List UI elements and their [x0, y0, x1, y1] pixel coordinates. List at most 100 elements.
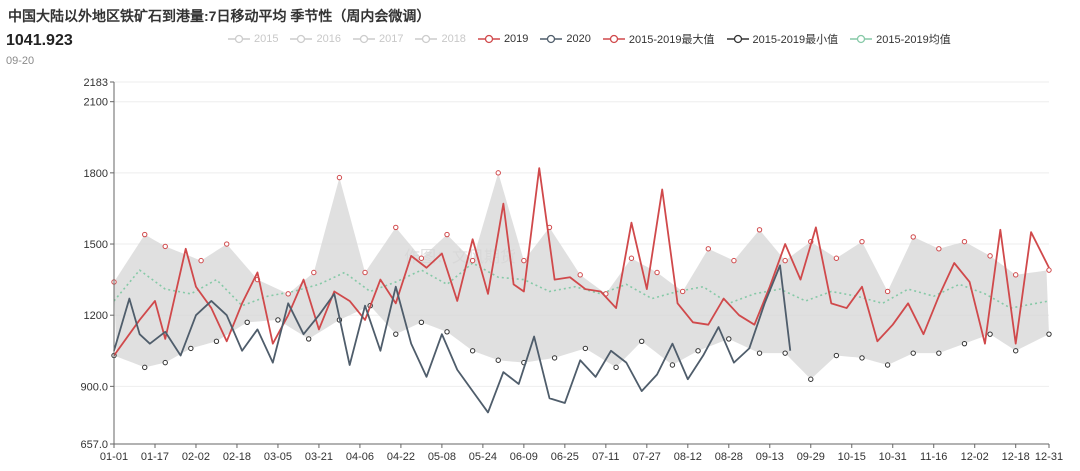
legend-swatch-icon [415, 34, 438, 44]
max-point [910, 234, 916, 240]
legend-label: 2017 [378, 33, 404, 45]
x-tick-label: 08-28 [715, 451, 743, 463]
x-tick-label: 09-29 [797, 451, 825, 463]
max-point [987, 253, 993, 259]
x-tick-label: 08-12 [674, 451, 702, 463]
chart-title: 中国大陆以外地区铁矿石到港量:7日移动平均 季节性（周内会微调） [8, 8, 431, 24]
axes: 657.0 900.0 1200 1500 1800 2100 2183 01-01 01-17… [80, 77, 1063, 463]
min-point [305, 336, 312, 342]
legend-item[interactable]: 2017 [352, 31, 404, 47]
y-tick-label: 1200 [84, 310, 108, 322]
y-tick-label: 1500 [84, 239, 108, 251]
min-point [613, 364, 619, 371]
y-tick-label: 657.0 [80, 439, 108, 451]
max-point [1046, 267, 1052, 273]
min-point [884, 362, 891, 368]
x-tick-label: 10-31 [879, 451, 907, 463]
max-point [884, 288, 891, 295]
x-tick-label: 06-09 [510, 451, 538, 463]
max-point [679, 288, 686, 295]
min-point [551, 355, 558, 361]
legend-item[interactable]: 2018 [415, 31, 466, 47]
legend-label: 2020 [566, 33, 591, 45]
x-tick-label: 12-31 [1035, 451, 1063, 463]
x-tick-label: 03-21 [305, 451, 333, 463]
min-point [469, 348, 476, 354]
max-point [495, 170, 501, 176]
avg-line [113, 262, 1050, 309]
min-point [393, 331, 399, 337]
x-tick-label: 03-05 [264, 451, 292, 463]
legend-label: 2016 [316, 33, 341, 45]
x-tick-label: 09-13 [756, 451, 784, 463]
min-point [582, 345, 589, 352]
max-point [393, 224, 399, 231]
max-point [224, 241, 230, 247]
max-point [311, 269, 317, 276]
legend-item[interactable]: 2019 [477, 31, 529, 47]
x-tick-label: 05-24 [469, 451, 497, 463]
min-point [669, 362, 676, 368]
y-tick-label: 1800 [84, 168, 108, 180]
legend-swatch-icon [540, 34, 563, 44]
max-point [628, 255, 635, 261]
min-point [936, 350, 942, 356]
min-point [244, 319, 250, 326]
x-tick-label: 07-27 [633, 451, 661, 463]
max-point [936, 246, 942, 252]
legend-swatch-icon [352, 34, 375, 44]
min-point [444, 329, 450, 335]
x-tick-label: 01-17 [141, 451, 169, 463]
x-tick-label: 02-02 [182, 451, 210, 463]
min-point [418, 319, 425, 326]
legend-swatch-icon [850, 34, 873, 44]
min-point [859, 355, 865, 361]
x-tick-label: 04-06 [346, 451, 374, 463]
legend-swatch-icon [726, 34, 749, 44]
legend-label: 2015-2019最大值 [628, 34, 715, 46]
x-tick-label: 01-01 [100, 451, 128, 463]
x-tick-label: 10-15 [838, 451, 866, 463]
range-band [114, 172, 1049, 377]
max-point [162, 243, 168, 250]
max-point [285, 291, 291, 297]
max-point [654, 269, 660, 276]
legend-label: 2019 [503, 33, 529, 45]
max-min-band [114, 172, 1049, 377]
min-point [1012, 348, 1019, 354]
x-tick-label: 12-02 [961, 451, 989, 463]
max-point [731, 257, 737, 264]
legend-item[interactable]: 2015-2019最大值 [602, 31, 715, 47]
max-point [142, 231, 148, 238]
min-point [162, 359, 168, 366]
max-point [833, 255, 840, 261]
latest-value: 1041.923 [6, 32, 73, 49]
max-point [577, 272, 583, 278]
min-point [695, 348, 701, 354]
max-point [198, 257, 204, 264]
max-point [859, 238, 865, 245]
legend-item[interactable]: 2015-2019均值 [850, 31, 951, 47]
min-point [188, 345, 194, 352]
min-point [1046, 331, 1052, 337]
chart-legend: 2015 2016 2017 2018 2019 2020 2015-2019最大值 2015… [228, 31, 951, 47]
max-point [705, 246, 712, 252]
min-point [961, 340, 968, 347]
legend-item[interactable]: 2015-2019最小值 [726, 31, 838, 47]
legend-item[interactable]: 2015 [228, 31, 278, 47]
max-point [418, 255, 425, 261]
max-point [336, 174, 343, 181]
legend-item[interactable]: 2020 [540, 31, 591, 47]
max-point [469, 257, 476, 264]
line-2019 [113, 167, 1050, 357]
legend-item[interactable]: 2016 [290, 31, 341, 47]
min-point [275, 317, 281, 323]
min-point [833, 352, 840, 359]
x-tick-label: 02-18 [223, 451, 251, 463]
min-point [142, 364, 148, 371]
min-point [910, 350, 916, 356]
max-point [444, 231, 450, 238]
min-point [495, 357, 501, 363]
max-point [756, 227, 763, 233]
max-point [782, 257, 788, 264]
